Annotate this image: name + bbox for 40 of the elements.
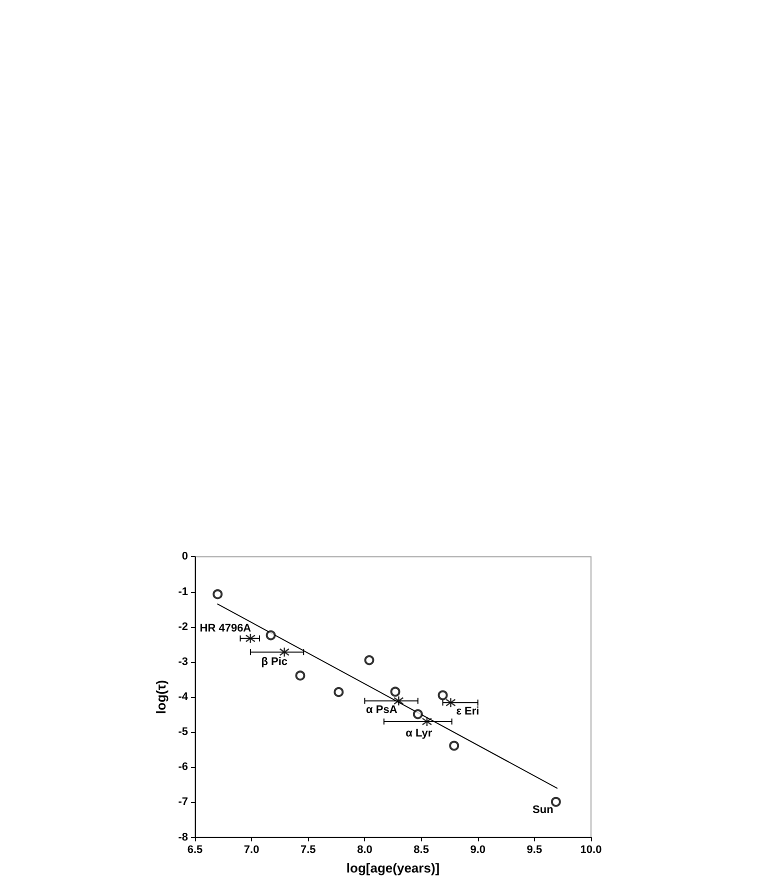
- y-axis-title: log(τ): [153, 680, 168, 714]
- y-tick-label: -2: [178, 620, 188, 633]
- x-tick-label: 6.5: [187, 844, 203, 856]
- annotation: α PsA: [366, 704, 398, 716]
- y-tick-label: 0: [182, 550, 188, 563]
- point: [295, 670, 306, 681]
- annotation: α Lyr: [406, 728, 433, 740]
- point: [266, 630, 276, 640]
- point: [364, 655, 374, 666]
- x-axis-title: log[age(years)]: [346, 860, 440, 876]
- x-tick-label: 7.0: [244, 844, 260, 856]
- annotation: HR 4796A: [200, 622, 252, 634]
- point: [245, 633, 256, 644]
- point: [279, 646, 290, 658]
- point: [212, 589, 223, 600]
- x-tick-label: 8.0: [357, 844, 372, 856]
- x-tick-label: 9.5: [526, 844, 542, 856]
- x-tick-label: 10.0: [580, 844, 602, 856]
- y-tick-label: -7: [178, 796, 188, 808]
- point: [446, 697, 456, 708]
- y-tick-label: -4: [178, 691, 189, 703]
- point: [422, 716, 432, 727]
- point: [550, 796, 561, 807]
- x-tick-label: 8.5: [414, 844, 429, 856]
- x-tick-label: 7.5: [300, 844, 316, 856]
- y-tick-label: -3: [178, 656, 188, 668]
- annotation: β Pic: [261, 656, 288, 668]
- point: [334, 687, 344, 698]
- y-tick-label: -8: [178, 831, 188, 844]
- point: [390, 686, 400, 697]
- y-tick-label: -1: [178, 586, 188, 598]
- point: [438, 690, 448, 700]
- point: [449, 740, 460, 751]
- x-tick-label: 9.0: [470, 844, 486, 856]
- annotation: ε Eri: [456, 706, 480, 718]
- y-tick-label: -6: [178, 761, 188, 774]
- point: [394, 696, 404, 706]
- point: [412, 709, 423, 720]
- annotation: Sun: [532, 804, 554, 816]
- y-tick-label: -5: [178, 726, 188, 738]
